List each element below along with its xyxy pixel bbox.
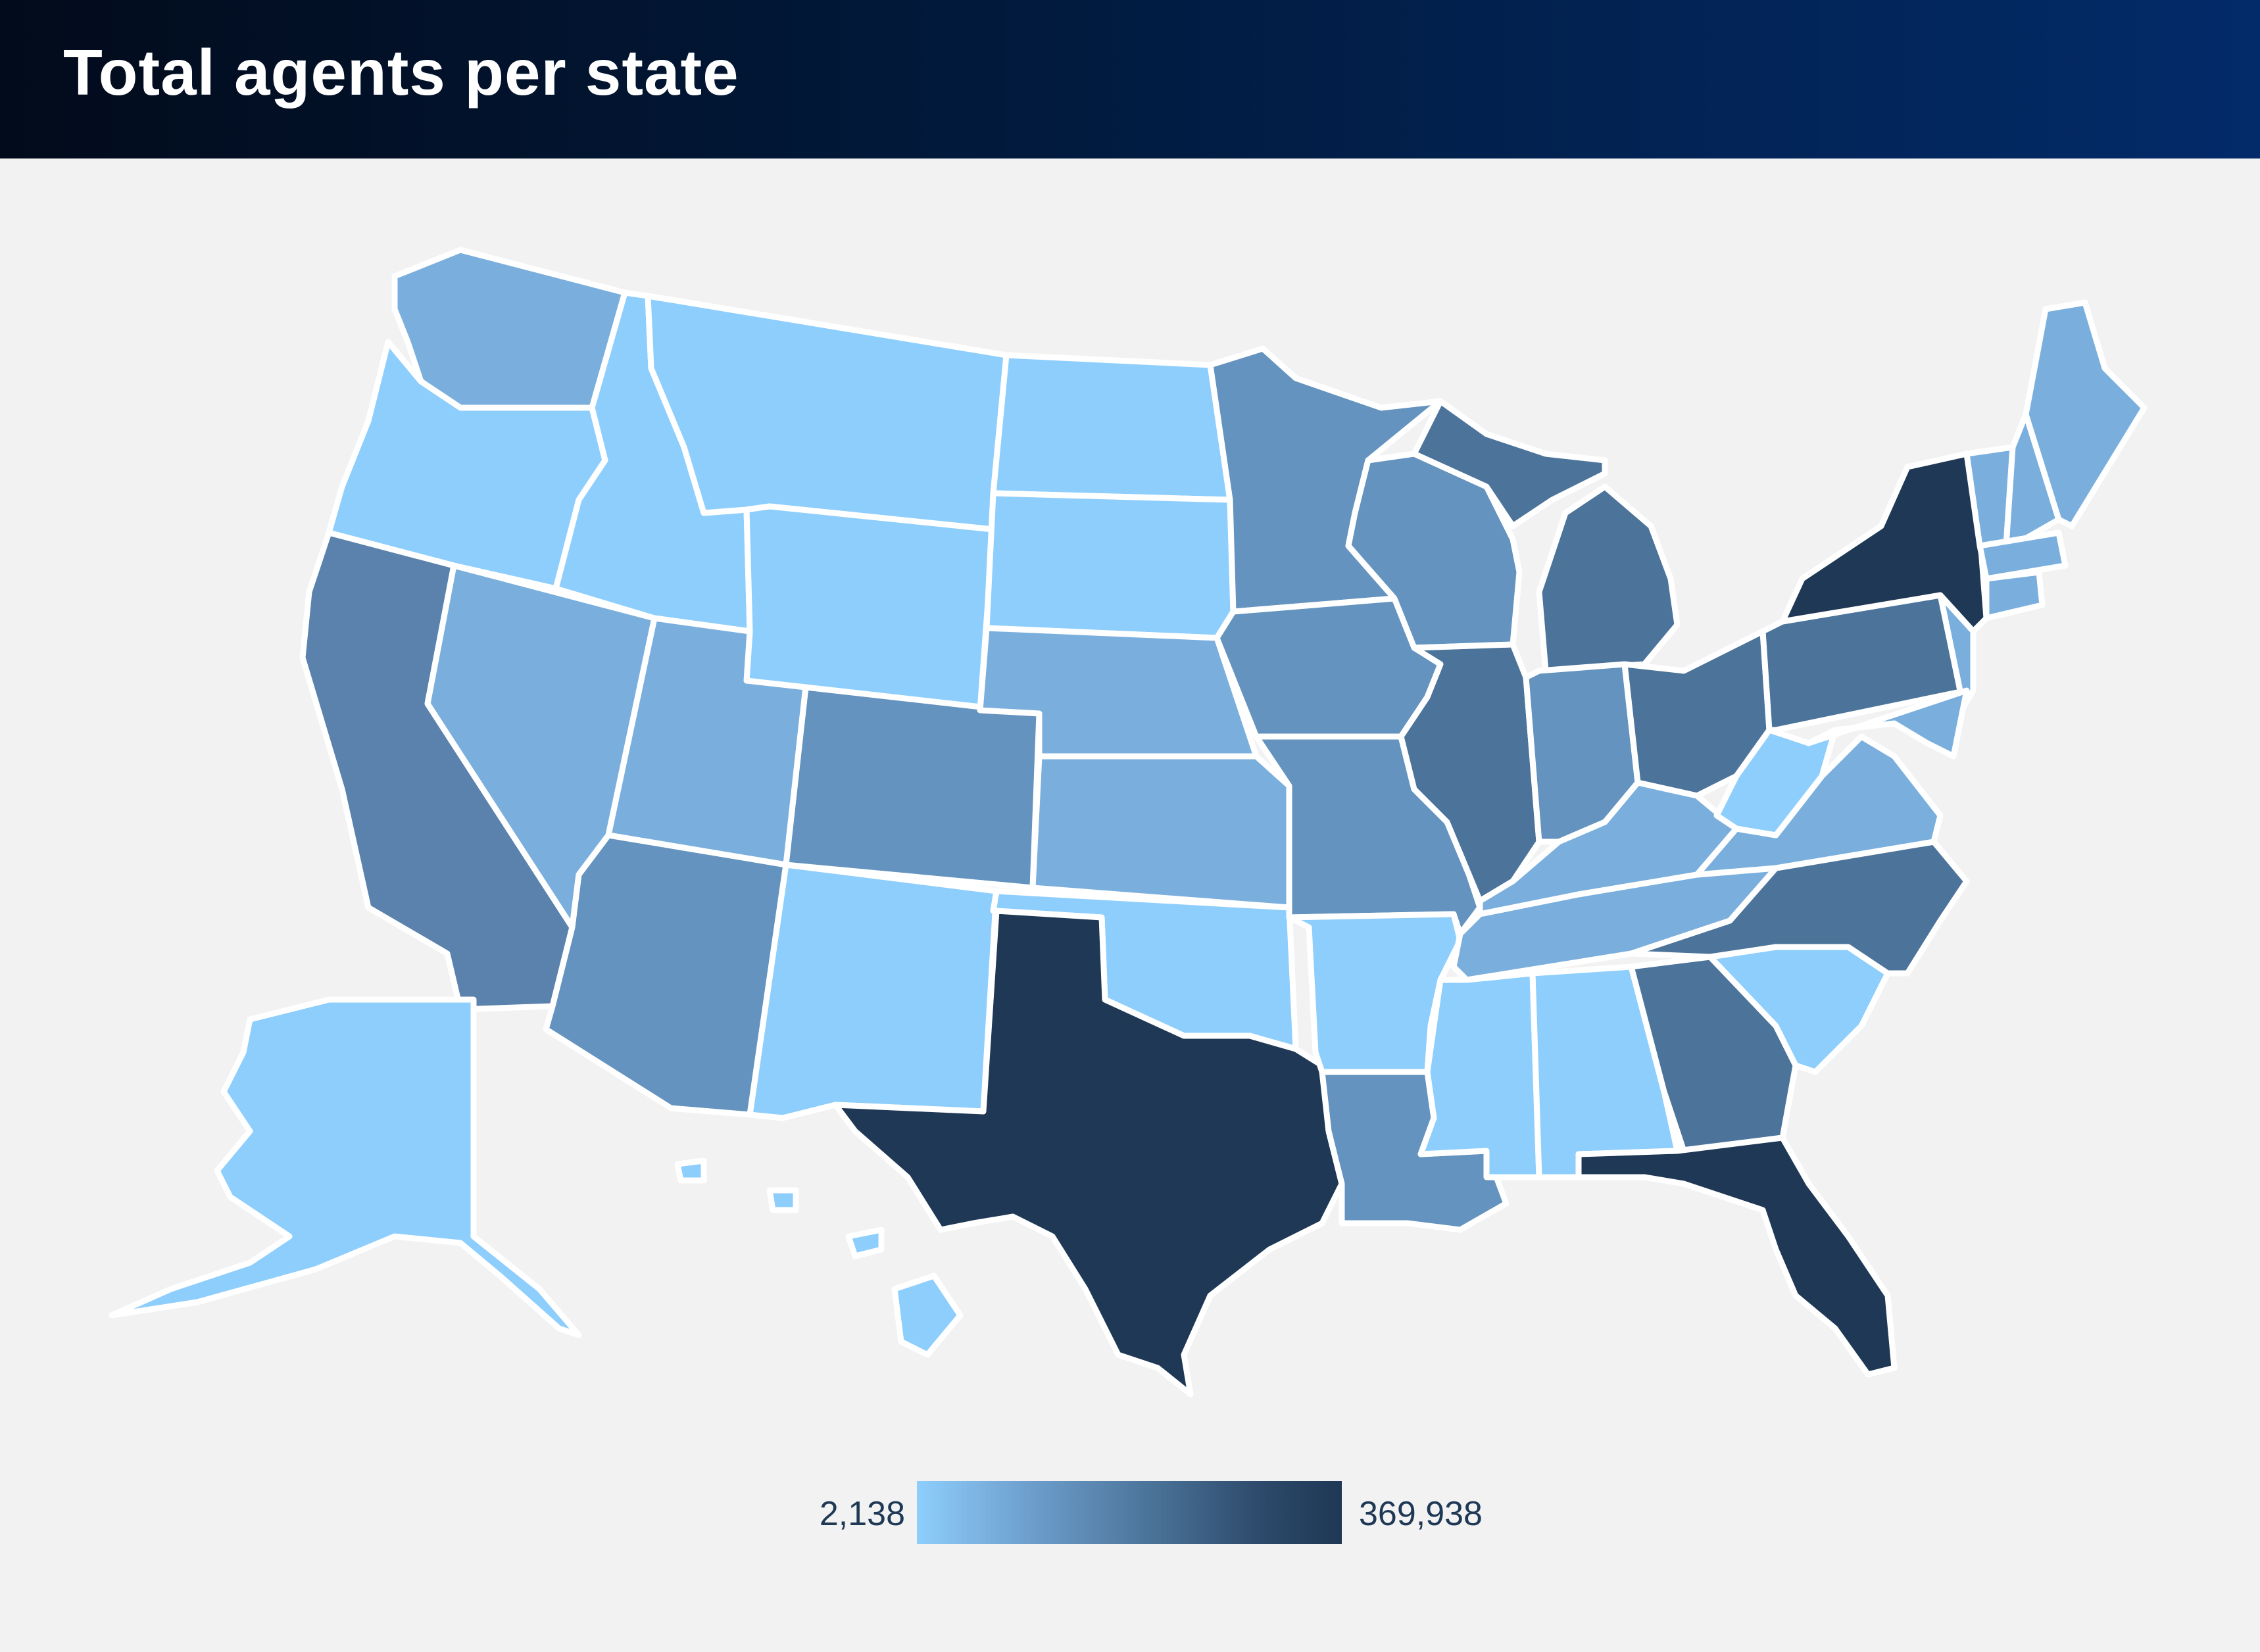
state-wyoming[interactable] — [743, 503, 996, 714]
choropleth-map — [0, 158, 2260, 1474]
state-massachusetts[interactable] — [1977, 529, 2069, 582]
state-maine[interactable] — [2023, 299, 2148, 529]
state-hawaii-maui[interactable] — [845, 1227, 885, 1259]
map-title: Total agents per state — [63, 36, 739, 109]
state-kansas[interactable] — [1029, 753, 1292, 911]
state-florida[interactable] — [1575, 1134, 1898, 1378]
state-maryland[interactable] — [1806, 687, 1970, 760]
state-hawaii-oahu[interactable] — [766, 1187, 799, 1213]
state-arizona[interactable] — [543, 832, 789, 1118]
state-north-carolina[interactable] — [1628, 838, 1970, 977]
state-new-hampshire[interactable] — [2003, 411, 2062, 549]
state-michigan-upper[interactable] — [1411, 398, 1608, 529]
state-west-virginia[interactable] — [1713, 727, 1838, 838]
state-alaska[interactable] — [109, 996, 582, 1338]
state-south-dakota[interactable] — [983, 490, 1237, 641]
state-mississippi[interactable] — [1417, 970, 1542, 1180]
state-illinois[interactable] — [1398, 641, 1542, 904]
state-new-york[interactable] — [1779, 450, 1990, 635]
legend-min-label: 2,138 — [819, 1495, 905, 1533]
state-hawaii[interactable] — [891, 1273, 964, 1358]
state-hawaii-kauai[interactable] — [674, 1157, 707, 1184]
state-new-mexico[interactable] — [747, 862, 1000, 1121]
legend-gradient-bar — [917, 1481, 1342, 1544]
header-banner: Total agents per state — [0, 0, 2260, 158]
state-connecticut[interactable] — [1983, 569, 2046, 621]
color-legend: 2,138 369,938 — [0, 1474, 2260, 1544]
state-montana[interactable] — [645, 293, 1010, 533]
legend-max-label: 369,938 — [1359, 1495, 1483, 1533]
state-michigan[interactable] — [1536, 483, 1681, 674]
state-north-dakota[interactable] — [990, 352, 1233, 503]
state-colorado[interactable] — [783, 684, 1043, 891]
state-texas[interactable] — [832, 908, 1345, 1397]
